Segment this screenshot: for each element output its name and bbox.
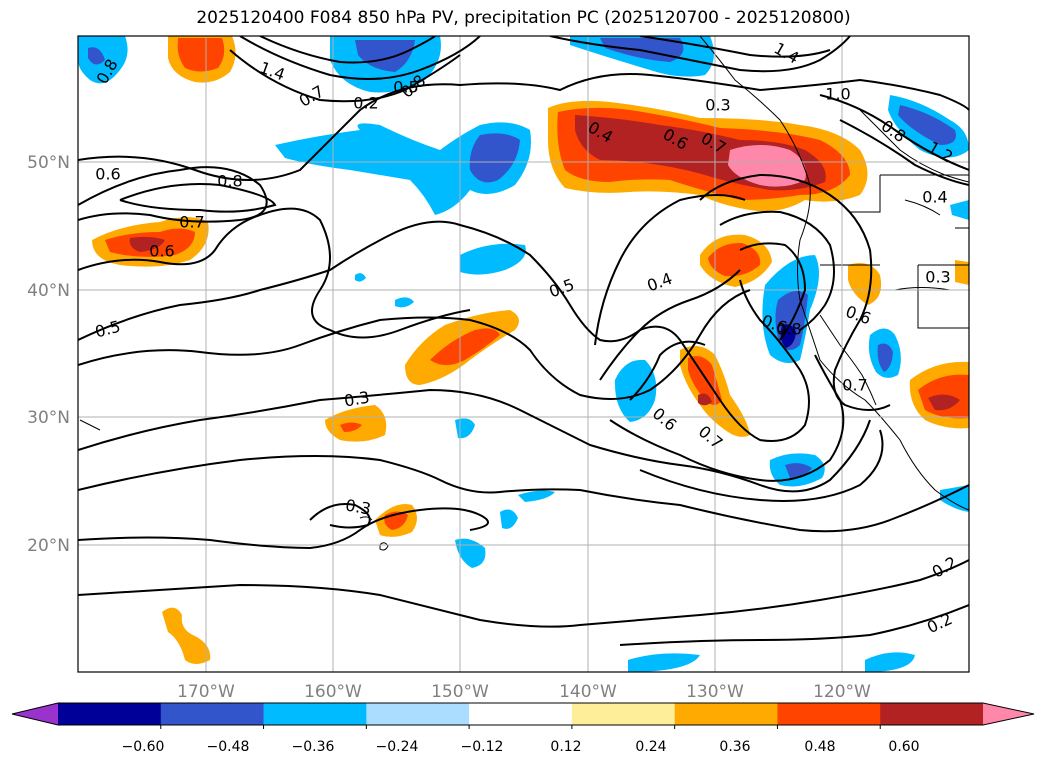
colorbar-tick-label: 0.24 xyxy=(635,739,666,755)
lon-label: 160°W xyxy=(304,682,362,702)
colorbar-tick-label: 0.12 xyxy=(550,739,581,755)
contour-label: 0.6 xyxy=(649,404,681,435)
lon-label: 130°W xyxy=(686,682,744,702)
colorbar-extend-min xyxy=(12,703,58,725)
colorbar-outline xyxy=(11,702,1035,726)
contour-label: 0.6 xyxy=(843,302,873,329)
colorbar-cell xyxy=(571,703,676,725)
contour-label: 0.6 xyxy=(149,242,174,261)
colorbar-tick-label: −0.24 xyxy=(376,739,419,755)
map-title: 2025120400 F084 850 hPa PV, precipitatio… xyxy=(196,8,851,28)
colorbar-tick-label: −0.36 xyxy=(292,739,335,755)
lon-label: 170°W xyxy=(177,682,235,702)
lon-label: 150°W xyxy=(431,682,489,702)
contour-label: 0.7 xyxy=(179,213,204,232)
colorbar-cell xyxy=(58,703,162,725)
colorbar-cell xyxy=(674,703,778,725)
pv-contours xyxy=(78,36,969,646)
contour-label: 0.5 xyxy=(93,317,123,342)
lat-label: 40°N xyxy=(27,281,70,301)
contour-label: 0.8 xyxy=(776,320,801,339)
contour-label: 0.8 xyxy=(217,172,242,191)
contour-label: 1.0 xyxy=(825,85,850,104)
colorbar-tick-label: −0.48 xyxy=(207,739,250,755)
contour-label: 0.3 xyxy=(343,387,371,410)
colorbar-cell xyxy=(880,703,984,725)
contour-label: 0.7 xyxy=(296,82,328,111)
contour-label: 0.4 xyxy=(922,188,947,207)
longitude-labels: 170°W 160°W 150°W 140°W 130°W 120°W xyxy=(177,682,871,702)
map-frame xyxy=(77,35,970,673)
colorbar-tick-label: −0.60 xyxy=(122,739,165,755)
colorbar-cell xyxy=(263,703,367,725)
lat-label: 30°N xyxy=(27,408,70,428)
contour-label: 1.4 xyxy=(771,39,803,68)
colorbar-tick-label: 0.60 xyxy=(888,739,919,755)
colorbar-cell xyxy=(366,703,470,725)
contour-label: 0.7 xyxy=(842,376,867,395)
colorbar-tick-label: −0.12 xyxy=(461,739,504,755)
colorbar-cell xyxy=(777,703,881,725)
contour-label: 0.2 xyxy=(929,553,961,582)
lon-label: 140°W xyxy=(559,682,617,702)
contour-label: 0.3 xyxy=(925,268,950,287)
contour-label: 1.4 xyxy=(257,58,287,85)
latitude-labels: 50°N 40°N 30°N 20°N xyxy=(27,153,70,556)
contour-label: 0.4 xyxy=(644,269,674,296)
contour-label: 0.2 xyxy=(353,94,378,113)
lat-label: 20°N xyxy=(27,536,70,556)
contour-label: 0.2 xyxy=(924,609,955,637)
contour-label: 0.6 xyxy=(95,165,120,184)
contour-label: 0.5 xyxy=(393,78,418,97)
colorbar-cell xyxy=(160,703,265,725)
contour-label: 0.3 xyxy=(344,495,372,518)
lat-label: 50°N xyxy=(27,153,70,173)
colorbar: −0.60 −0.48 −0.36 −0.24 −0.12 0.12 0.24 … xyxy=(11,702,1035,755)
contour-label: 0.3 xyxy=(705,96,730,115)
lon-label: 120°W xyxy=(813,682,871,702)
colorbar-cell xyxy=(469,703,573,725)
colorbar-tick-label: 0.48 xyxy=(804,739,835,755)
colorbar-tick-label: 0.36 xyxy=(719,739,750,755)
colorbar-extend-max xyxy=(983,703,1034,725)
coastlines xyxy=(79,36,969,551)
